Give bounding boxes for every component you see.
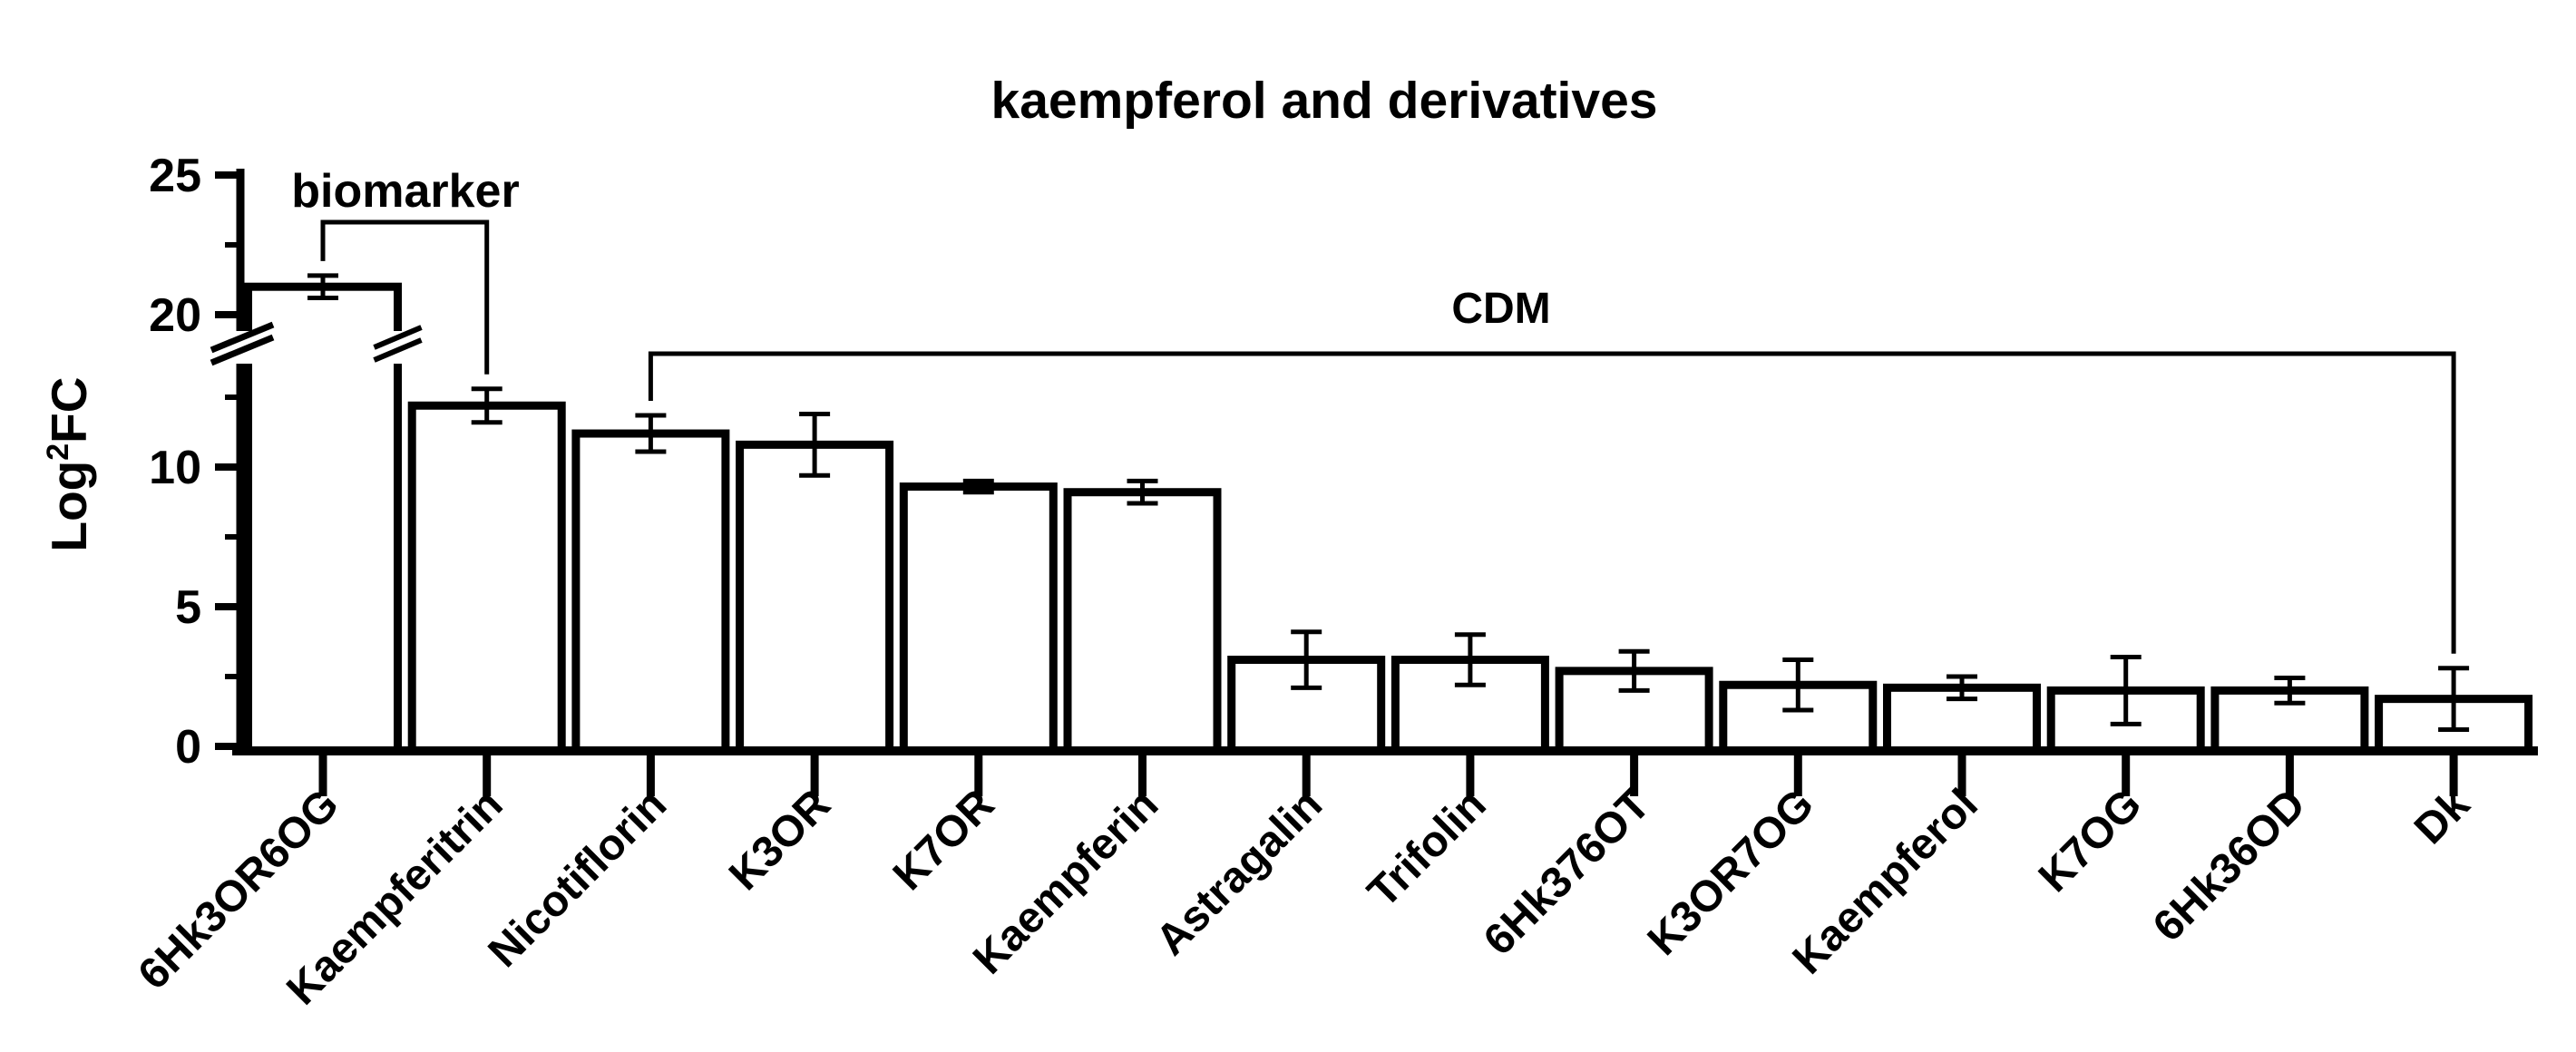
y-tick-label-25: 25	[149, 150, 201, 202]
axis-break-slash-upper	[210, 321, 275, 354]
bar-K3OR	[736, 440, 894, 755]
axis-break-group	[210, 321, 426, 366]
annotation-cdm-label: CDM	[1451, 285, 1550, 333]
error-bar-6Hk36OD	[2274, 676, 2306, 706]
y-tick-label-0: 0	[175, 721, 201, 774]
bar-K7OR	[899, 482, 1058, 755]
x-tick-label-Astragalin: Astragalin	[1147, 780, 1332, 964]
x-tick-label-Trifolin: Trifolin	[1359, 780, 1496, 917]
error-bar-Trifolin	[1454, 632, 1486, 687]
chart-title: kaempferol and derivatives	[991, 72, 1658, 130]
error-bar-Kaempferin	[1127, 478, 1158, 506]
y-axis-title: Log2FC	[41, 376, 97, 551]
y-axis-title-rest: FC	[41, 376, 97, 443]
error-bar-Dk	[2438, 666, 2470, 733]
y-tick-label-20: 20	[149, 289, 201, 342]
bracket-cdm	[648, 351, 2456, 654]
axis-break-slash-lower	[210, 334, 275, 366]
bar-break-slash-upper	[373, 325, 423, 350]
bar-break-slash-lower	[373, 337, 423, 363]
x-tick-label-Nicotiflorin: Nicotiflorin	[480, 780, 677, 977]
error-bar-Nicotiflorin	[635, 413, 667, 454]
y-tick-label-10: 10	[149, 442, 201, 494]
bar-6Hk376OT	[1555, 667, 1713, 755]
y-axis-title-superscript: 2	[41, 443, 75, 461]
x-tick-label-K3OR: K3OR	[720, 780, 840, 900]
error-bar-K7OR	[962, 478, 994, 495]
bar-Nicotiflorin	[571, 429, 730, 755]
bracket-biomarker	[320, 219, 490, 375]
bars-group	[244, 282, 2533, 755]
error-bar-K3OR	[799, 411, 831, 478]
x-tick-label-K7OR: K7OR	[884, 780, 1004, 900]
y-tick-label-5: 5	[175, 581, 201, 634]
y-axis-title-base: Log	[41, 461, 97, 552]
error-bar-Astragalin	[1291, 629, 1322, 690]
bar-Kaempferin	[1063, 488, 1222, 755]
error-bar-K3OR7OG	[1782, 658, 1814, 713]
x-tick-label-6Hk376OT: 6Hk376OT	[1475, 780, 1660, 965]
error-bar-Kaempferol	[1947, 674, 1977, 702]
error-bars-group	[307, 273, 2470, 733]
error-bar-Kaempferitrin	[471, 386, 503, 425]
error-bar-K7OG	[2110, 654, 2142, 726]
x-tick-label-Dk: Dk	[2405, 780, 2479, 853]
bar-6Hk3OR6OG	[244, 282, 402, 755]
bar-Kaempferitrin	[407, 401, 566, 755]
error-bar-6Hk376OT	[1618, 648, 1650, 693]
error-bar-6Hk3OR6OG	[307, 273, 338, 301]
annotation-brackets-group	[320, 219, 2456, 654]
annotation-biomarker-label: biomarker	[291, 165, 519, 218]
x-tick-label-6Hk36OD: 6Hk36OD	[2144, 780, 2315, 950]
x-tick-label-K7OG: K7OG	[2030, 780, 2152, 901]
